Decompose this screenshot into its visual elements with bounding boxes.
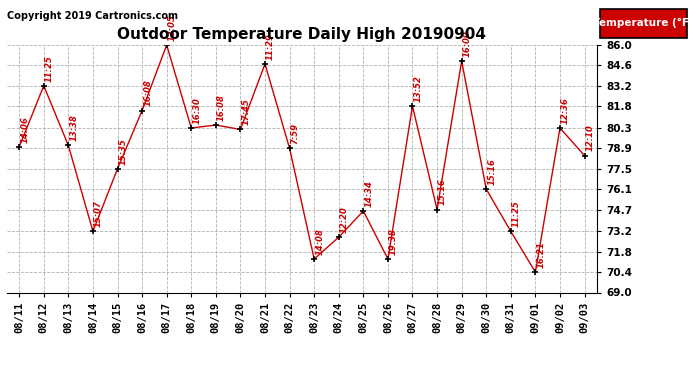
Text: 14:08: 14:08 (315, 228, 324, 255)
Text: 13:38: 13:38 (70, 114, 79, 141)
Text: 11:25: 11:25 (45, 55, 54, 82)
Text: 11:25: 11:25 (512, 200, 521, 227)
Text: 19:38: 19:38 (389, 228, 398, 255)
Text: 16:21: 16:21 (536, 241, 546, 268)
Text: 15:16: 15:16 (438, 178, 447, 206)
Text: 14:34: 14:34 (364, 180, 373, 207)
Text: 17:45: 17:45 (241, 98, 250, 125)
Text: 16:08: 16:08 (217, 94, 226, 121)
Text: 15:35: 15:35 (119, 138, 128, 165)
Text: 16:00: 16:00 (463, 30, 472, 57)
Text: 12:10: 12:10 (586, 124, 595, 152)
Text: 15:07: 15:07 (94, 200, 103, 227)
Text: 16:08: 16:08 (143, 80, 152, 106)
Title: Outdoor Temperature Daily High 20190904: Outdoor Temperature Daily High 20190904 (117, 27, 486, 42)
Text: 12:05: 12:05 (168, 14, 177, 41)
Text: Copyright 2019 Cartronics.com: Copyright 2019 Cartronics.com (7, 11, 178, 21)
Text: 14:06: 14:06 (20, 116, 29, 143)
Text: 12:36: 12:36 (561, 97, 570, 124)
Text: 12:20: 12:20 (339, 206, 349, 233)
Text: 7:59: 7:59 (290, 123, 299, 144)
Text: 13:52: 13:52 (413, 75, 422, 102)
Text: 16:30: 16:30 (193, 97, 201, 124)
Text: 11:29: 11:29 (266, 33, 275, 60)
Text: Temperature (°F): Temperature (°F) (593, 18, 690, 28)
Text: 15:16: 15:16 (487, 158, 496, 185)
